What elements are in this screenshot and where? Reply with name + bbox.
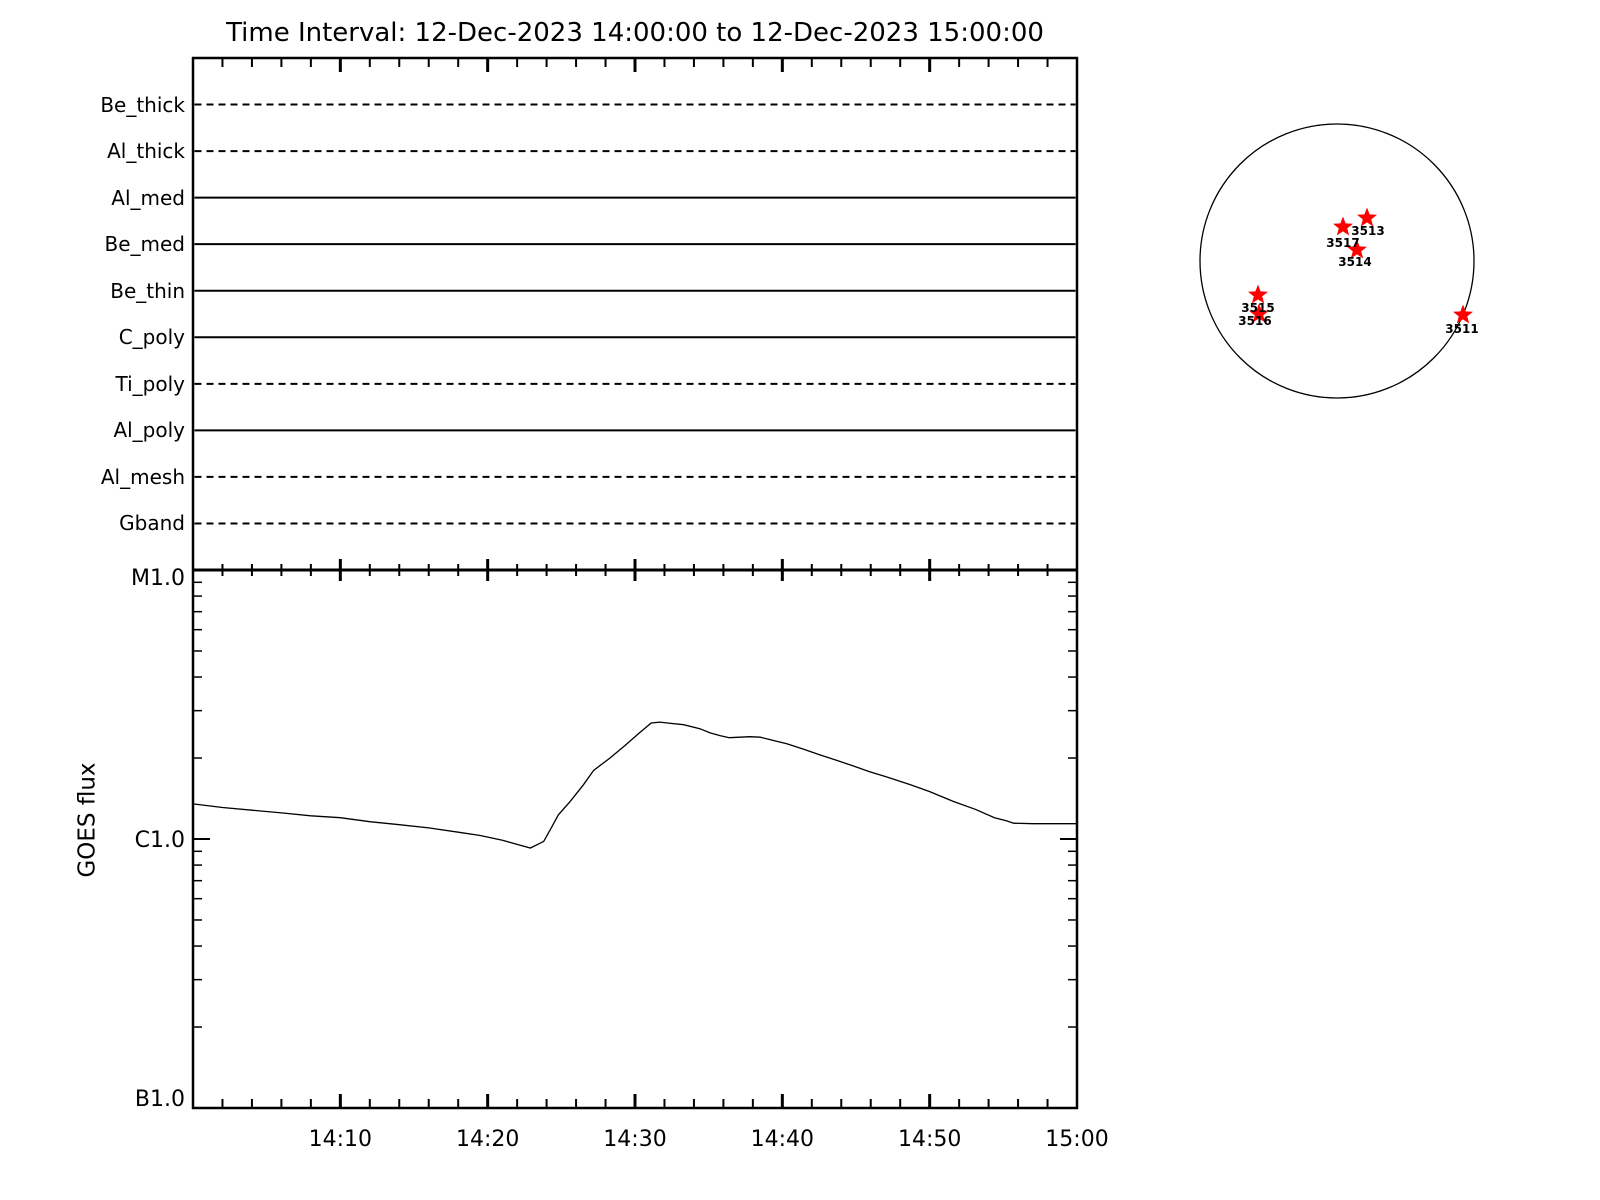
filter-label-be-thin: Be_thin — [110, 278, 185, 303]
xtick-label-1410: 14:10 — [308, 1127, 373, 1152]
active-region-star-3515 — [1248, 284, 1268, 304]
active-region-star-3511 — [1453, 304, 1473, 324]
xtick-label-1430: 14:30 — [603, 1127, 667, 1152]
active-region-label-3513: 3513 — [1351, 224, 1385, 238]
filter-label-al-mesh: Al_mesh — [100, 464, 185, 489]
active-region-star-3514 — [1347, 239, 1367, 259]
goes-flux-axis-title: GOES flux — [74, 762, 101, 878]
active-region-star-3513 — [1357, 207, 1377, 227]
xtick-label-1450: 14:50 — [897, 1127, 962, 1152]
goes-ytick-label-c1: C1.0 — [134, 828, 185, 853]
filter-label-c-poly: C_poly — [118, 325, 185, 350]
active-region-star-3516 — [1249, 303, 1269, 323]
xtick-label-1420: 14:20 — [455, 1127, 520, 1152]
active-region-label-3514: 3514 — [1338, 255, 1372, 269]
filter-label-ti-poly: Ti_poly — [115, 371, 185, 396]
active-region-star-3517 — [1333, 216, 1353, 236]
active-region-label-3511: 3511 — [1445, 322, 1479, 336]
xtick-label-1440: 14:40 — [750, 1127, 815, 1152]
filter-label-be-med: Be_med — [104, 232, 185, 257]
filter-label-al-thick: Al_thick — [107, 139, 185, 164]
active-region-label-3515: 3515 — [1241, 301, 1275, 315]
goes-ytick-label-b1: B1.0 — [134, 1087, 185, 1112]
page-title: Time Interval: 12-Dec-2023 14:00:00 to 1… — [226, 18, 1044, 48]
filter-label-gband: Gband — [119, 511, 185, 536]
active-region-label-3517: 3517 — [1326, 236, 1360, 250]
xtick-label-1500: 15:00 — [1045, 1127, 1109, 1152]
filter-label-al-med: Al_med — [111, 185, 185, 210]
goes-ytick-label-m1: M1.0 — [131, 566, 185, 591]
active-region-label-3516: 3516 — [1238, 314, 1272, 328]
filter-label-al-poly: Al_poly — [113, 418, 185, 443]
filter-label-be-thick: Be_thick — [100, 92, 185, 117]
